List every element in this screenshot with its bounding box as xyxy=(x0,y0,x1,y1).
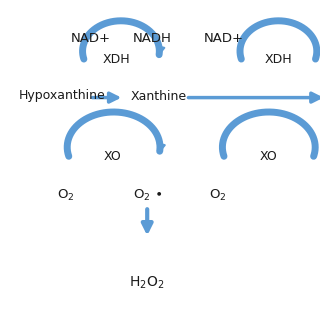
Text: O$_2$: O$_2$ xyxy=(57,188,74,203)
Text: O$_2$: O$_2$ xyxy=(209,188,226,203)
Text: O$_2$ $\bullet$: O$_2$ $\bullet$ xyxy=(133,188,162,203)
Text: Xanthine: Xanthine xyxy=(130,90,187,102)
Text: NAD+: NAD+ xyxy=(204,32,244,45)
Text: XDH: XDH xyxy=(103,53,131,66)
Text: XDH: XDH xyxy=(265,53,292,66)
Text: Hypoxanthine: Hypoxanthine xyxy=(19,90,106,102)
Text: XO: XO xyxy=(103,150,121,163)
Text: H$_2$O$_2$: H$_2$O$_2$ xyxy=(130,275,165,292)
Text: NADH: NADH xyxy=(132,32,172,45)
Text: XO: XO xyxy=(260,150,278,163)
Text: NAD+: NAD+ xyxy=(71,32,111,45)
